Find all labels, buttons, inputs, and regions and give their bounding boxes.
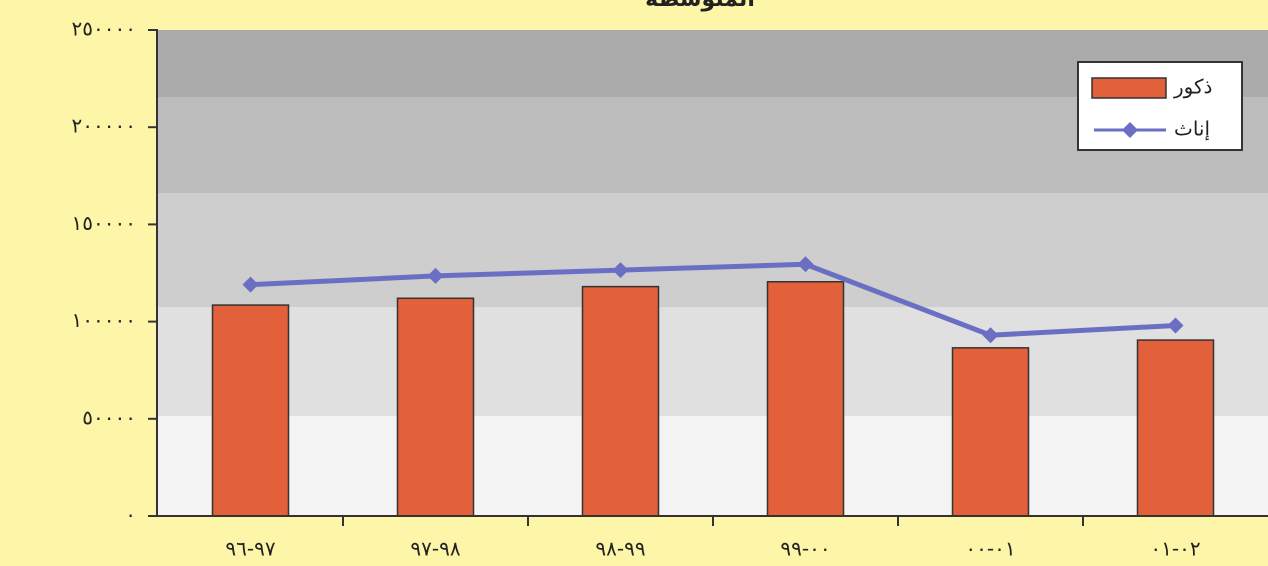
- x-tick-label: ٠٢-٠١: [1150, 537, 1200, 561]
- legend-swatch: [1091, 77, 1167, 99]
- x-tick-label: ٩٩-٩٨: [595, 537, 645, 561]
- chart-title: المتوسطة: [645, 0, 755, 12]
- legend: ذكور إناث: [1077, 61, 1243, 151]
- line-marker: [242, 276, 259, 293]
- bar: [766, 280, 845, 517]
- line-marker: [1167, 317, 1184, 334]
- legend-swatch: [1122, 122, 1138, 138]
- bar: [211, 304, 290, 517]
- legend-label: ذكور: [1173, 75, 1212, 99]
- marks: [211, 256, 1215, 517]
- line-marker: [427, 267, 444, 284]
- x-tick-label: ٩٧-٩٦: [225, 537, 275, 561]
- line-marker: [797, 256, 814, 273]
- y-tick-label: ١٥٠٠٠٠: [72, 211, 136, 235]
- y-tick-label: ١٠٠٠٠٠: [72, 308, 136, 332]
- bar: [951, 347, 1030, 517]
- y-tick-label: ٠: [125, 503, 136, 527]
- y-tick-label: ٢٠٠٠٠٠: [72, 114, 136, 138]
- x-tick-label: ٩٨-٩٧: [410, 537, 460, 561]
- line: [250, 261, 1176, 338]
- y-tick-label: ٥٠٠٠٠: [82, 405, 136, 429]
- bar: [396, 297, 475, 517]
- legend-label: إناث: [1174, 117, 1210, 142]
- y-tick-label: ٢٥٠٠٠٠: [72, 17, 136, 41]
- bar: [581, 285, 660, 517]
- line-marker: [982, 327, 999, 344]
- line-marker: [612, 262, 629, 279]
- x-tick-label: ٠١-٠٠: [965, 537, 1015, 561]
- bar: [1136, 339, 1215, 517]
- legend-box: [1077, 61, 1243, 151]
- x-tick-label: ٠٠-٩٩: [780, 537, 830, 561]
